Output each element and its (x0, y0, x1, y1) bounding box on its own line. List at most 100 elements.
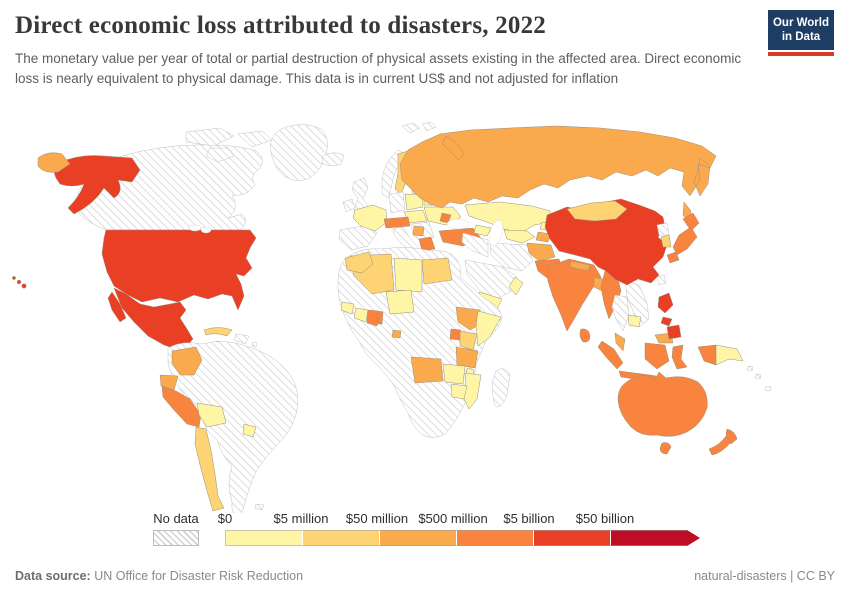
country-taiwan[interactable] (656, 274, 667, 286)
country-iraq-syria[interactable] (461, 232, 489, 258)
country-us-hawaii[interactable] (16, 279, 22, 285)
country-zimbabwe[interactable] (450, 383, 468, 400)
country-japan[interactable] (682, 212, 700, 232)
country-mexico-baja[interactable] (107, 291, 127, 323)
country-cambodia[interactable] (627, 314, 642, 328)
country-nepal[interactable] (569, 260, 591, 272)
country-bolivia[interactable] (196, 402, 227, 428)
legend-color-cell[interactable] (456, 530, 533, 546)
legend-bar-wrap: $0 $5 million $50 million $500 million $5 bi… (218, 511, 725, 546)
country-united-states[interactable] (101, 229, 257, 311)
country-france[interactable] (352, 204, 388, 232)
footer: Data source: UN Office for Disaster Risk… (15, 569, 835, 583)
country-us-hawaii[interactable] (12, 276, 16, 280)
country-ecuador[interactable] (159, 374, 179, 391)
country-morocco[interactable] (344, 251, 374, 274)
country-zambia[interactable] (442, 363, 466, 385)
country-iceland[interactable] (321, 152, 345, 166)
legend-color-cell[interactable] (302, 530, 379, 546)
country-indonesia-papua[interactable] (697, 344, 717, 366)
country-philippines[interactable] (666, 324, 682, 340)
country-greenland[interactable] (269, 124, 328, 181)
country-falklands[interactable] (254, 503, 265, 511)
country-togo[interactable] (376, 310, 384, 325)
country-japan[interactable] (672, 226, 698, 256)
country-greece[interactable] (418, 236, 436, 252)
country-papua-new-guinea[interactable] (715, 344, 744, 366)
country-pacific-islands[interactable] (746, 365, 772, 392)
country-ivory-coast[interactable] (353, 307, 369, 323)
country-north-korea[interactable] (656, 222, 670, 236)
country-mexico[interactable] (113, 287, 194, 350)
legend-color-cell[interactable] (225, 530, 302, 546)
page-title: Direct economic loss attributed to disas… (15, 12, 546, 39)
country-tajikistan[interactable] (535, 231, 552, 243)
country-china[interactable] (544, 198, 668, 286)
country-philippines[interactable] (657, 292, 674, 314)
country-mozambique[interactable] (462, 372, 482, 410)
country-ireland[interactable] (342, 198, 356, 213)
country-uruguay[interactable] (242, 423, 257, 438)
legend-color-cell[interactable] (610, 530, 687, 546)
country-tanzania[interactable] (455, 346, 479, 369)
country-vietnam-laos[interactable] (624, 280, 650, 328)
country-uganda[interactable] (449, 328, 462, 341)
country-indonesia-sulawesi[interactable] (671, 344, 688, 370)
legend-color-cell[interactable] (379, 530, 456, 546)
country-indonesia-sumatra[interactable] (597, 340, 624, 370)
legend-arrow (687, 530, 700, 546)
legend-tick-labels: $0 $5 million $50 million $500 million $5 bi… (218, 511, 725, 528)
country-afghanistan[interactable] (526, 242, 556, 262)
country-somalia[interactable] (475, 310, 502, 347)
legend-color-bar[interactable] (225, 530, 725, 546)
country-south-korea[interactable] (660, 234, 672, 248)
country-australia-tasmania[interactable] (659, 442, 672, 455)
country-serbia[interactable] (412, 225, 425, 237)
country-chile[interactable] (194, 426, 225, 512)
country-caucasus[interactable] (473, 224, 492, 237)
country-ghana[interactable] (366, 309, 379, 327)
country-niger[interactable] (385, 289, 415, 315)
country-kazakhstan[interactable] (464, 201, 552, 234)
country-japan[interactable] (666, 251, 680, 264)
country-austria-switzerland[interactable] (383, 216, 411, 229)
country-philippines[interactable] (660, 316, 673, 327)
legend-no-data-swatch[interactable] (153, 530, 199, 546)
country-libya[interactable] (393, 257, 423, 293)
country-uzbekistan[interactable] (503, 229, 536, 244)
license-note[interactable]: natural-disasters | CC BY (694, 569, 835, 583)
country-sri-lanka[interactable] (579, 328, 591, 343)
country-iran[interactable] (489, 242, 534, 272)
country-new-zealand[interactable] (708, 435, 732, 456)
country-india[interactable] (546, 258, 602, 332)
country-germany[interactable] (388, 191, 406, 214)
country-australia[interactable] (617, 371, 708, 437)
legend-color-cell[interactable] (533, 530, 610, 546)
country-svalbard[interactable] (401, 121, 437, 134)
country-indonesia-borneo[interactable] (644, 342, 670, 370)
country-russia-chukotka[interactable] (37, 152, 71, 173)
country-colombia[interactable] (171, 346, 203, 376)
country-equatorial-guinea[interactable] (391, 329, 402, 339)
country-angola[interactable] (410, 356, 444, 384)
country-hispaniola[interactable] (233, 333, 250, 345)
country-brazil-argentina-nodata[interactable] (167, 341, 299, 516)
country-egypt[interactable] (421, 257, 453, 285)
country-malaysia[interactable] (614, 332, 626, 352)
legend-no-data: No data (153, 511, 199, 546)
country-us-hawaii[interactable] (21, 283, 27, 289)
data-source-value: UN Office for Disaster Risk Reduction (90, 569, 304, 583)
owid-logo[interactable]: Our World in Data (768, 10, 834, 56)
country-mongolia[interactable] (566, 200, 628, 222)
country-saudi-arabia[interactable] (464, 259, 518, 300)
country-russia[interactable] (399, 125, 717, 209)
legend-tick-label: $50 billion (575, 511, 635, 526)
country-guinea[interactable] (340, 301, 355, 315)
country-cuba[interactable] (203, 327, 233, 337)
country-oman[interactable] (508, 276, 524, 296)
caspian-sea (489, 220, 503, 246)
country-madagascar[interactable] (492, 368, 511, 407)
country-thailand[interactable] (611, 294, 630, 332)
owid-logo-accent-bar (768, 51, 834, 56)
country-peru[interactable] (161, 385, 202, 428)
